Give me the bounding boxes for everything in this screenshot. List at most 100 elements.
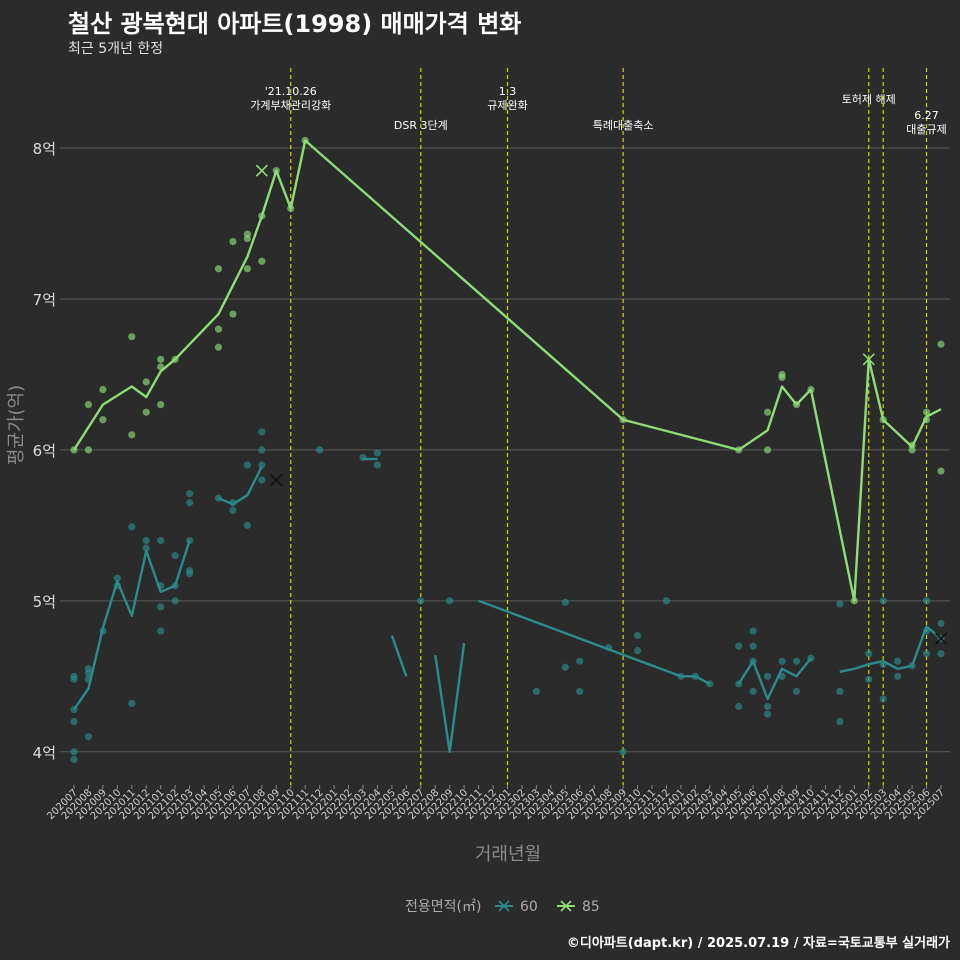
y-tick-label: 8억 bbox=[33, 140, 56, 158]
data-point bbox=[735, 702, 743, 711]
marker-x bbox=[862, 353, 875, 366]
data-point bbox=[128, 699, 136, 708]
data-point bbox=[937, 340, 945, 348]
data-point bbox=[70, 748, 78, 756]
data-point bbox=[142, 544, 150, 552]
data-point bbox=[258, 476, 266, 484]
data-point bbox=[70, 718, 78, 726]
data-point bbox=[229, 310, 237, 318]
data-point bbox=[865, 675, 873, 683]
series-layer bbox=[70, 136, 948, 763]
data-point bbox=[258, 428, 266, 436]
data-point bbox=[157, 401, 165, 409]
data-point bbox=[764, 446, 772, 454]
data-point bbox=[662, 597, 671, 605]
annotation-label: 가계부채관리강화 bbox=[250, 99, 331, 112]
annotation-label: 1.3 bbox=[499, 85, 517, 98]
data-point bbox=[373, 461, 382, 469]
x-axis-title: 거래년월 bbox=[475, 844, 541, 865]
data-point bbox=[836, 687, 844, 696]
data-point bbox=[243, 521, 251, 529]
data-point bbox=[532, 687, 541, 696]
data-point bbox=[214, 343, 223, 351]
series-line-60 bbox=[218, 465, 263, 506]
data-point bbox=[894, 657, 902, 665]
y-tick-label: 6억 bbox=[33, 442, 56, 460]
annotation-label: 특례대출축소 bbox=[593, 119, 654, 132]
data-point bbox=[764, 408, 772, 416]
data-point bbox=[922, 408, 931, 416]
data-point bbox=[778, 370, 786, 379]
data-point bbox=[879, 597, 887, 605]
annotation-label: 6.27 bbox=[914, 109, 939, 122]
data-point bbox=[836, 600, 844, 608]
data-point bbox=[142, 408, 150, 416]
data-point bbox=[99, 416, 107, 424]
data-point bbox=[84, 401, 93, 409]
marker-x bbox=[934, 632, 948, 645]
data-point bbox=[171, 551, 179, 560]
data-point bbox=[894, 672, 902, 680]
series-85 bbox=[70, 136, 945, 605]
data-point bbox=[70, 755, 78, 763]
data-point bbox=[142, 378, 150, 386]
annotation-label: DSR 3단계 bbox=[394, 119, 448, 132]
source-caption: ©디아파트(dapt.kr) / 2025.07.19 / 자료=국토교통부 실… bbox=[566, 936, 950, 951]
data-point bbox=[749, 687, 757, 696]
data-point bbox=[764, 702, 772, 711]
data-point bbox=[171, 597, 179, 605]
data-point bbox=[922, 650, 931, 658]
data-point bbox=[865, 650, 873, 658]
annotation-label: 규제완화 bbox=[487, 99, 527, 112]
data-point bbox=[922, 597, 931, 605]
legend-item-85: 85 bbox=[557, 899, 600, 915]
series-line-60 bbox=[478, 599, 711, 685]
data-point bbox=[214, 265, 223, 273]
data-point bbox=[142, 536, 150, 545]
data-point bbox=[619, 748, 627, 756]
data-point bbox=[561, 598, 569, 606]
series-line-60 bbox=[434, 642, 466, 753]
data-point bbox=[633, 631, 642, 640]
data-point bbox=[258, 461, 266, 469]
data-point bbox=[186, 490, 194, 498]
series-line-60 bbox=[737, 657, 812, 701]
legend-label: 85 bbox=[582, 899, 600, 915]
data-point bbox=[229, 506, 237, 514]
legend: 전용면적(㎡) 60 85 bbox=[405, 899, 600, 915]
data-point bbox=[84, 665, 93, 673]
data-point bbox=[258, 257, 266, 265]
annotation-label: '21.10.26 bbox=[265, 85, 317, 98]
data-point bbox=[879, 695, 887, 703]
data-point bbox=[157, 536, 165, 545]
data-point bbox=[157, 355, 165, 363]
data-point bbox=[157, 603, 165, 611]
data-point bbox=[792, 687, 801, 696]
data-point bbox=[446, 597, 454, 605]
series-60 bbox=[70, 428, 948, 763]
data-point bbox=[373, 449, 382, 457]
data-point bbox=[937, 619, 945, 628]
marker-x bbox=[270, 474, 283, 487]
data-point bbox=[128, 523, 136, 531]
data-point bbox=[316, 446, 324, 454]
legend-title: 전용면적(㎡) bbox=[405, 899, 481, 915]
data-point bbox=[735, 642, 743, 650]
y-tick-label: 5억 bbox=[33, 593, 56, 611]
data-point bbox=[778, 657, 786, 665]
series-line-85 bbox=[72, 139, 942, 602]
legend-label: 60 bbox=[520, 899, 538, 915]
data-point bbox=[243, 461, 251, 469]
marker-x bbox=[255, 164, 268, 177]
y-tick-label: 4억 bbox=[33, 744, 56, 762]
data-point bbox=[84, 733, 93, 741]
data-point bbox=[229, 238, 237, 246]
data-point bbox=[84, 446, 93, 454]
data-point bbox=[99, 385, 107, 394]
data-point bbox=[243, 265, 251, 273]
data-point bbox=[561, 663, 569, 671]
chart-subtitle: 최근 5개년 한정 bbox=[68, 41, 164, 57]
annotation-label: 대출규제 bbox=[906, 123, 946, 136]
data-point bbox=[258, 446, 266, 454]
